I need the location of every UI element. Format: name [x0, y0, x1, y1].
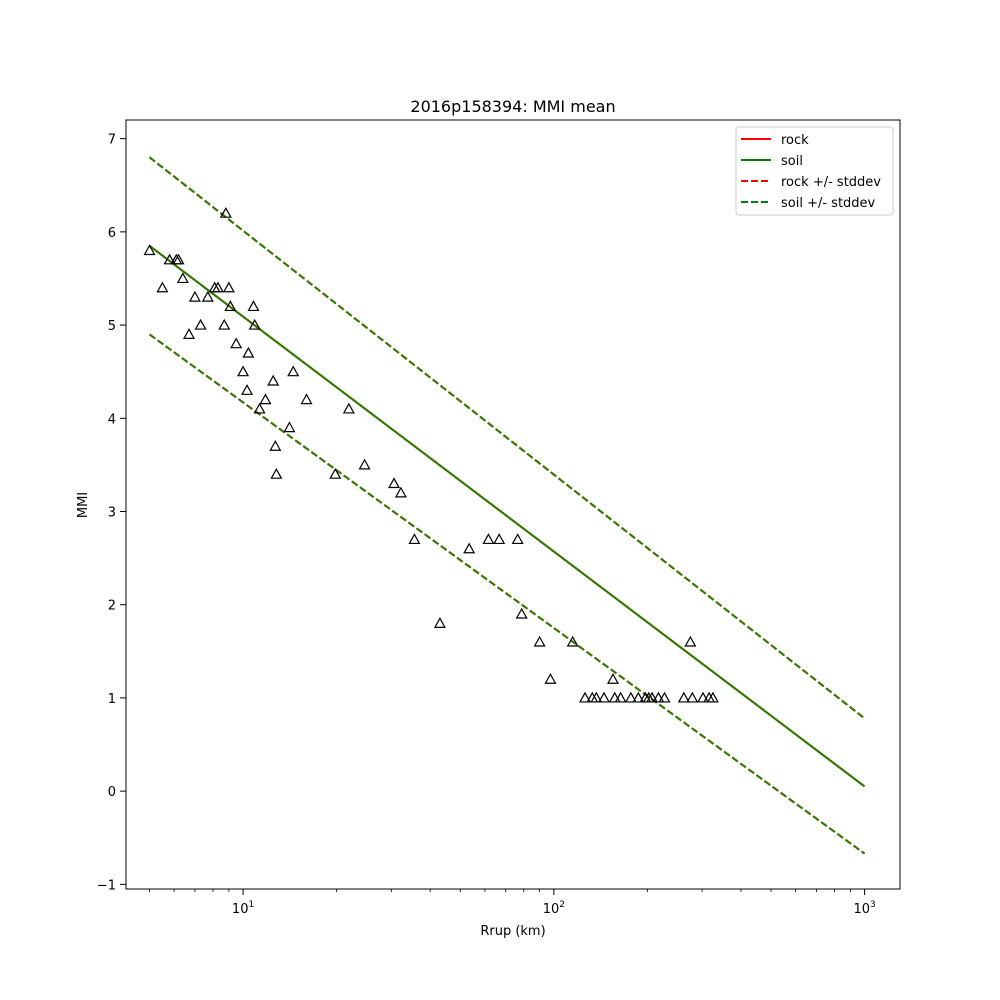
y-axis-label: MMI [76, 492, 91, 518]
observation-point [677, 691, 690, 703]
y-tick-label: 6 [108, 226, 116, 241]
observation-point [247, 300, 260, 312]
observation-point [156, 281, 169, 293]
observation-point [624, 691, 637, 703]
observation-point [463, 542, 476, 554]
observation-point [211, 281, 224, 293]
observation-point [143, 244, 156, 256]
observation-point [658, 691, 671, 703]
observation-point [163, 253, 176, 265]
y-tick-label: 5 [108, 319, 116, 334]
legend-label: rock [781, 133, 809, 148]
y-tick-label: 1 [108, 692, 116, 707]
y-axis-ticks: −1 0 1 2 3 4 5 6 7 [97, 133, 126, 893]
observation-point [176, 272, 189, 284]
y-tick-label: 0 [108, 785, 116, 800]
observation-point [511, 533, 524, 545]
observation-point [270, 467, 283, 479]
y-tick-label: 3 [108, 505, 116, 520]
y-tick-label: 7 [108, 133, 116, 148]
observation-point [218, 318, 231, 330]
observation-point [646, 691, 659, 703]
chart-title: 2016p158394: MMI mean [410, 97, 615, 116]
observation-point [237, 365, 250, 377]
observation-point [686, 691, 699, 703]
observation-point [433, 617, 446, 628]
observation-point [394, 486, 407, 498]
legend-label: soil +/- stddev [781, 196, 876, 211]
observation-point [632, 691, 645, 703]
observation-point [597, 691, 610, 703]
observation-point [194, 318, 207, 330]
observation-point [267, 374, 280, 386]
x-tick-label: 101 [232, 900, 254, 917]
observation-point [201, 290, 214, 302]
legend-box [735, 126, 894, 216]
observation-point [482, 533, 495, 545]
observation-point [606, 673, 619, 684]
observation-point [242, 346, 255, 358]
y-tick-label: −1 [97, 878, 116, 893]
observation-point [230, 337, 243, 349]
observation-point [652, 691, 665, 703]
observation-point [696, 691, 710, 703]
observation-point [188, 290, 201, 302]
observation-point [388, 477, 401, 489]
observation-point [566, 635, 579, 647]
series-line-soil [148, 245, 866, 788]
observation-point [259, 393, 272, 405]
legend-label: soil [781, 154, 803, 169]
series-line-soil-stddev-upper [148, 156, 866, 720]
observation-point [533, 635, 546, 647]
observation-point [544, 673, 557, 684]
legend: rock soil rock +/- stddev soil +/- stddev [735, 126, 894, 216]
y-tick-label: 2 [108, 599, 116, 614]
observation-point [287, 365, 300, 377]
observation-point [269, 440, 282, 451]
observation-point [248, 318, 261, 330]
observation-point [183, 328, 196, 339]
x-axis-ticks: 101 102 103 [149, 889, 876, 917]
observation-point [706, 691, 719, 703]
observation-point [283, 421, 296, 433]
plot-area [143, 156, 866, 855]
observation-point [329, 467, 342, 479]
observation-point [590, 691, 603, 703]
observation-point [614, 691, 627, 703]
observation-point [219, 206, 232, 218]
observation-point [300, 393, 313, 405]
observation-point [608, 691, 621, 703]
axes-frame [125, 119, 901, 890]
observation-point [493, 533, 506, 545]
observation-point [515, 607, 528, 619]
observation-point [579, 691, 592, 703]
observation-point [222, 281, 235, 293]
observation-point [172, 253, 185, 265]
observation-point [408, 533, 421, 545]
observation-point [684, 635, 697, 647]
y-tick-label: 4 [108, 412, 116, 427]
observation-point [342, 402, 355, 414]
x-axis-label: Rrup (km) [480, 924, 545, 939]
series-line-soil-stddev-lower [148, 333, 866, 855]
x-tick-label: 102 [543, 900, 565, 917]
x-tick-label: 103 [853, 900, 875, 917]
observation-point [241, 384, 254, 395]
observation-point [253, 402, 266, 414]
legend-label: rock +/- stddev [781, 175, 881, 190]
observation-point [358, 458, 371, 470]
observation-point [224, 300, 237, 312]
